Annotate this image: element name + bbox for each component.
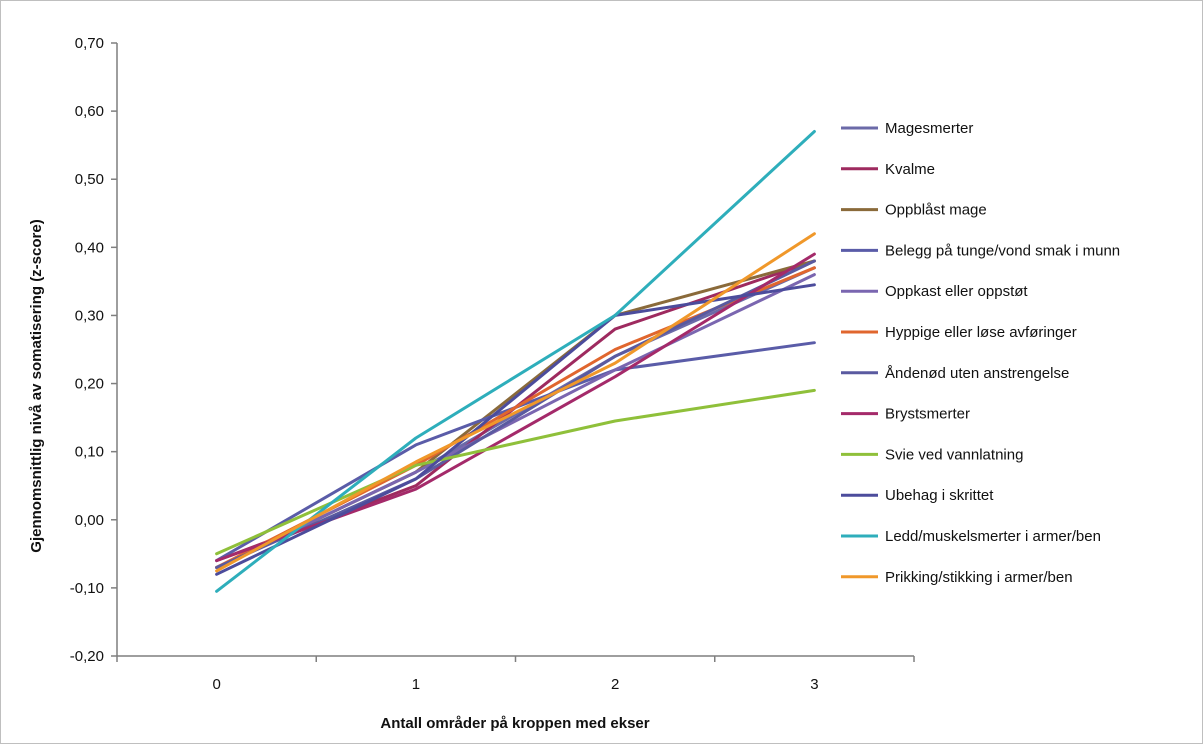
- legend-label: Svie ved vannlatning: [885, 446, 1023, 463]
- legend-label: Hyppige eller løse avføringer: [885, 324, 1077, 341]
- y-tick-label: 0,70: [75, 35, 104, 52]
- legend-label: Prikking/stikking i armer/ben: [885, 569, 1073, 586]
- series-line: [215, 388, 816, 556]
- legend-label: Magesmerter: [885, 120, 973, 137]
- y-tick-label: 0,60: [75, 103, 104, 120]
- x-tick-label: 0: [212, 676, 220, 693]
- y-tick-label: 0,50: [75, 171, 104, 188]
- x-tick-label: 1: [412, 676, 420, 693]
- y-tick-label: -0,10: [70, 580, 104, 597]
- y-tick-label: 0,00: [75, 512, 104, 529]
- legend-label: Oppblåst mage: [885, 202, 987, 219]
- y-tick-label: 0,20: [75, 376, 104, 393]
- legend-label: Belegg på tunge/vond smak i munn: [885, 242, 1120, 259]
- x-tick-label: 3: [810, 676, 818, 693]
- series-lines: [215, 130, 816, 593]
- legend: Magesmerter Kvalme Oppblåst mage Belegg på …: [841, 120, 1120, 586]
- legend-label: Ubehag i skrittet: [885, 487, 994, 504]
- y-axis-title: Gjennomsnittlig nivå av somatisering (z-…: [28, 219, 45, 552]
- y-tick-label: 0,40: [75, 239, 104, 256]
- y-axis: -0,20 -0,10 0,00 0,10 0,20 0,30 0,40 0,50 0,60 0,…: [70, 35, 118, 665]
- series-line: [215, 130, 816, 593]
- legend-label: Oppkast eller oppstøt: [885, 283, 1028, 300]
- y-tick-label: -0,20: [70, 648, 104, 665]
- y-tick-label: 0,10: [75, 444, 104, 461]
- legend-label: Ledd/muskelsmerter i armer/ben: [885, 528, 1101, 545]
- legend-label: Brystsmerter: [885, 406, 970, 423]
- series-line: [215, 252, 816, 563]
- legend-label: Åndenød uten anstrengelse: [885, 365, 1069, 382]
- x-tick-label: 2: [611, 676, 619, 693]
- y-tick-label: 0,30: [75, 307, 104, 324]
- x-axis-title: Antall områder på kroppen med ekser: [380, 715, 649, 732]
- x-axis: 0 1 2 3: [116, 655, 915, 693]
- series-line: [215, 232, 816, 573]
- legend-label: Kvalme: [885, 161, 935, 178]
- series-line: [215, 259, 816, 569]
- series-line: [215, 273, 816, 569]
- series-line: [215, 283, 816, 576]
